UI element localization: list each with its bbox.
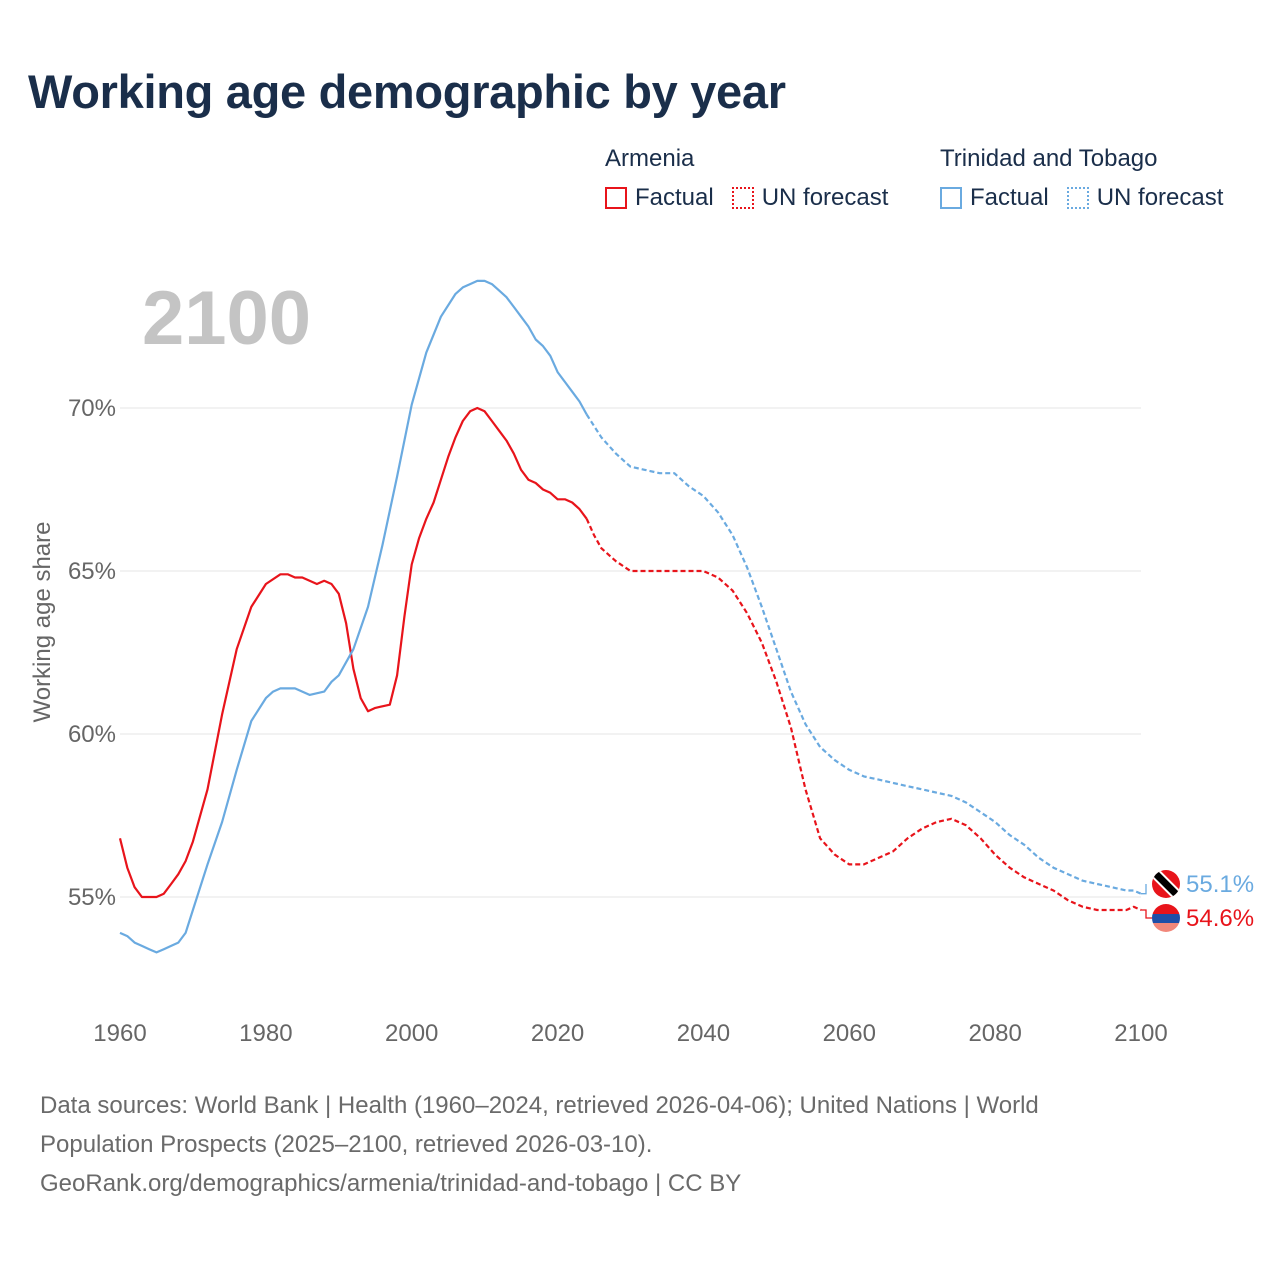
- line-chart: 2100 55% 60% 65% 70% 1960 1980 2000 2020 2040 20…: [0, 0, 1280, 1070]
- series-line-trinidad-and-tobago-forecast[interactable]: [587, 415, 1141, 894]
- footer-source: Data sources: World Bank | Health (1960–…: [40, 1086, 1220, 1203]
- y-axis-label: Working age share: [29, 522, 56, 723]
- end-connector: [1141, 910, 1152, 918]
- x-tick-label: 1980: [239, 1020, 292, 1047]
- x-tick-label: 2100: [1114, 1020, 1167, 1047]
- series-line-armenia-factual[interactable]: [120, 408, 587, 897]
- x-tick-label: 2040: [677, 1020, 730, 1047]
- y-tick-label: 60%: [68, 721, 116, 748]
- year-watermark: 2100: [142, 276, 311, 361]
- series-line-armenia-forecast[interactable]: [587, 519, 1141, 910]
- footer-line: Population Prospects (2025–2100, retriev…: [40, 1125, 1220, 1164]
- flag-trinidad-and-tobago-icon: [1152, 870, 1180, 898]
- y-tick-label: 55%: [68, 884, 116, 911]
- x-tick-label: 2060: [823, 1020, 876, 1047]
- x-tick-label: 2020: [531, 1020, 584, 1047]
- x-tick-label: 1960: [93, 1020, 146, 1047]
- y-tick-label: 65%: [68, 558, 116, 585]
- footer-line: GeoRank.org/demographics/armenia/trinida…: [40, 1164, 1220, 1203]
- footer-line: Data sources: World Bank | Health (1960–…: [40, 1086, 1220, 1125]
- end-value-label-trinidad-and-tobago: 55.1%: [1186, 871, 1254, 898]
- end-value-label-armenia: 54.6%: [1186, 905, 1254, 932]
- y-tick-label: 70%: [68, 395, 116, 422]
- end-connector: [1141, 884, 1146, 894]
- x-tick-label: 2080: [968, 1020, 1021, 1047]
- x-tick-label: 2000: [385, 1020, 438, 1047]
- flag-armenia-icon: [1152, 904, 1180, 933]
